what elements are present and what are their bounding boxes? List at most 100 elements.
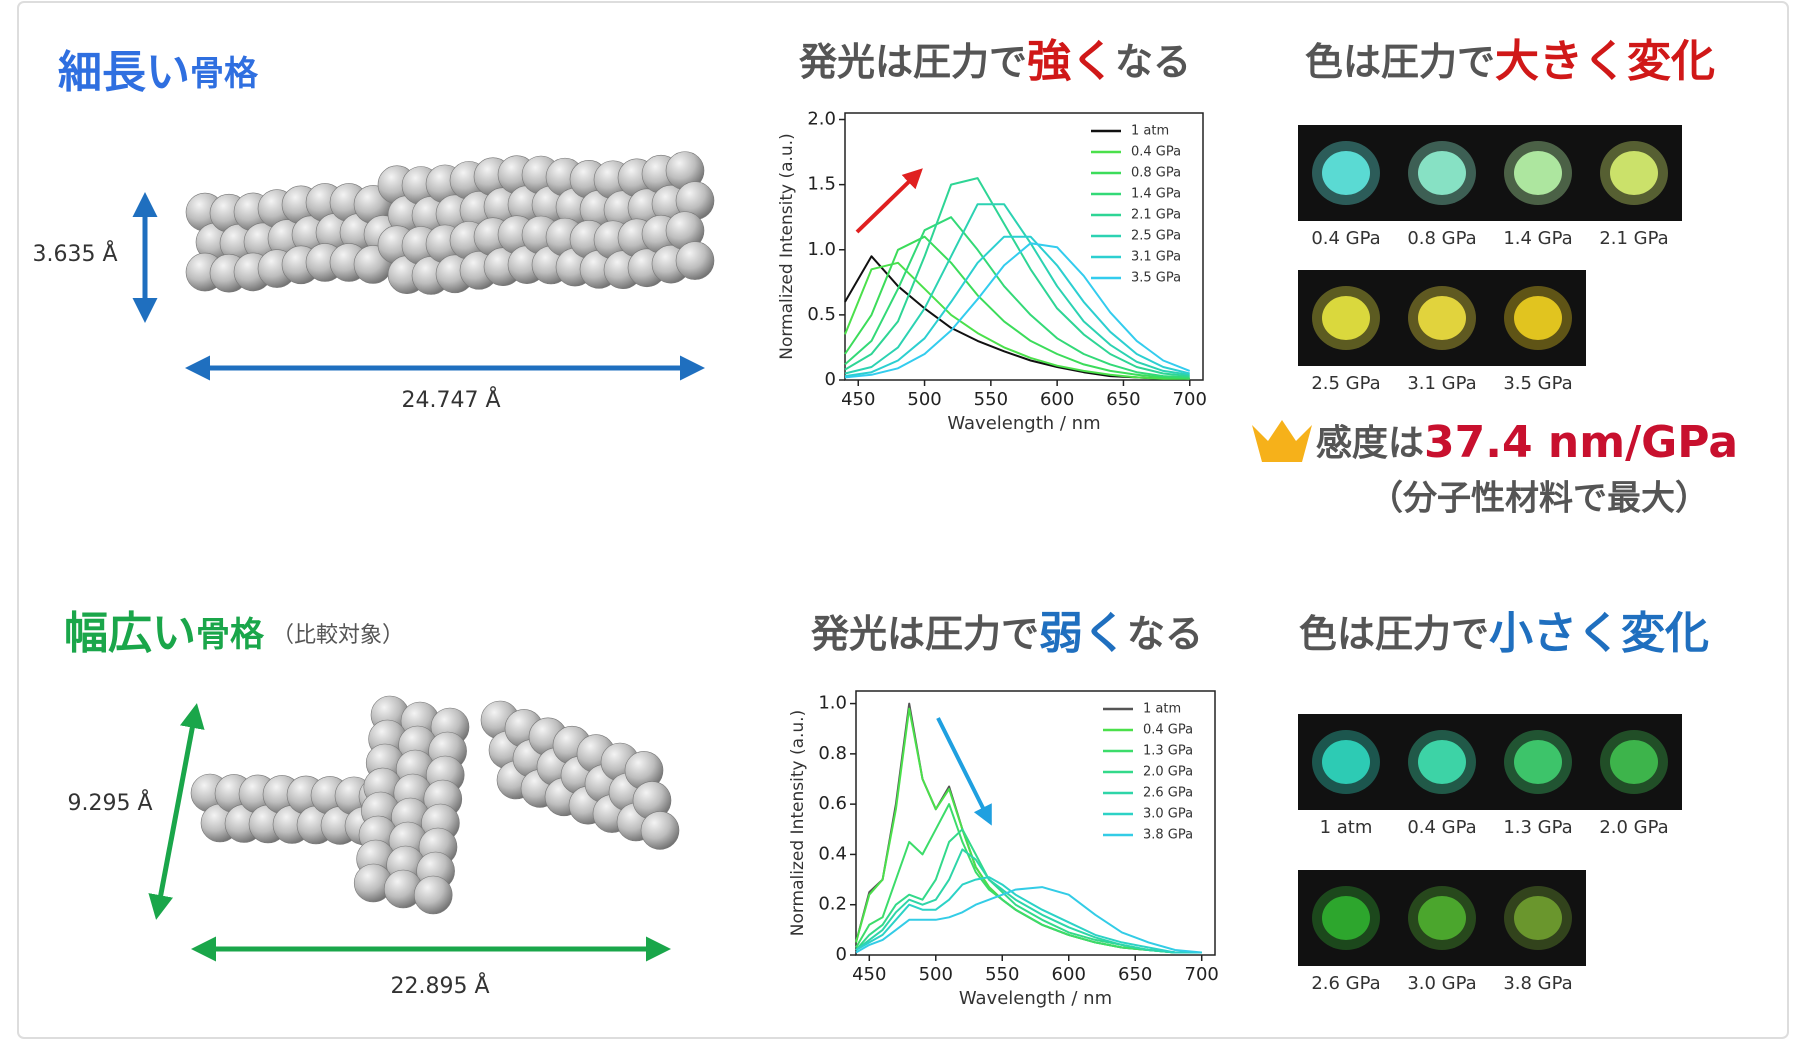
title-part: なる	[1127, 612, 1203, 656]
title-note: （比較対象）	[272, 623, 404, 648]
photo-label: 2.0 GPa	[1599, 817, 1668, 838]
title-main: 細長い	[58, 47, 190, 98]
spectrum-line	[844, 216, 1190, 379]
emission-title: 発光は圧力で弱くなる	[811, 608, 1203, 659]
section-title: 幅広い骨格 （比較対象）	[64, 608, 404, 659]
y-tick-label: 1.0	[818, 693, 847, 714]
title-sub: 骨格	[190, 54, 259, 94]
y-axis-label: Normalized Intensity (a.u.)	[788, 710, 808, 936]
y-tick-label: 0.5	[807, 304, 836, 325]
title-part: 色は圧力で	[1305, 40, 1495, 84]
x-tick-label: 550	[985, 964, 1019, 985]
title-main: 幅広い	[64, 608, 196, 659]
sensitivity-note: （分子性材料で最大）	[1369, 479, 1709, 519]
spectrum-line	[855, 803, 1202, 954]
photo-crystal	[1610, 740, 1658, 784]
x-axis-label: Wavelength / nm	[947, 413, 1100, 434]
photo-label: 1.3 GPa	[1503, 817, 1572, 838]
photo-label: 3.1 GPa	[1407, 373, 1476, 394]
title-emphasis: 弱く	[1039, 608, 1127, 659]
y-tick-label: 0	[836, 944, 847, 965]
photo-crystal	[1322, 296, 1370, 340]
legend-label: 1 atm	[1131, 124, 1169, 139]
photo-crystal	[1322, 151, 1370, 195]
sensitivity-value: 37.4 nm/GPa	[1424, 417, 1738, 468]
x-tick-label: 650	[1118, 964, 1152, 985]
y-tick-label: 0.2	[818, 894, 847, 915]
y-tick-label: 0.6	[818, 793, 847, 814]
title-part: 発光は圧力で	[811, 612, 1039, 656]
y-tick-label: 0	[825, 369, 836, 390]
photo-label: 1.4 GPa	[1503, 228, 1572, 249]
photo-crystal	[1514, 151, 1562, 195]
y-tick-label: 0.4	[818, 843, 847, 864]
photo-label: 0.4 GPa	[1311, 228, 1380, 249]
spectrum-line	[855, 886, 1202, 954]
x-tick-label: 600	[1052, 964, 1086, 985]
plot-frame	[855, 690, 1216, 956]
photo-crystal	[1418, 896, 1466, 940]
photo-crystal	[1418, 296, 1466, 340]
photo-label: 3.5 GPa	[1503, 373, 1572, 394]
title-emphasis: 大きく変化	[1495, 36, 1715, 87]
y-tick-label: 1.5	[807, 174, 836, 195]
y-tick-label: 0.8	[818, 743, 847, 764]
photo-crystal	[1514, 740, 1562, 784]
legend-label: 1.3 GPa	[1143, 744, 1193, 759]
dimension-label: 9.295 Å	[67, 789, 152, 816]
legend-label: 2.0 GPa	[1143, 765, 1193, 780]
spectrum-line	[855, 848, 1202, 954]
legend-label: 0.4 GPa	[1143, 723, 1193, 738]
photo-label: 0.4 GPa	[1407, 817, 1476, 838]
spectrum-line	[844, 177, 1190, 378]
photo-crystal	[1322, 896, 1370, 940]
y-tick-label: 2.0	[807, 109, 836, 130]
atom	[413, 875, 453, 915]
legend-label: 3.0 GPa	[1143, 807, 1193, 822]
dimension-arrow	[148, 703, 205, 920]
photo-crystal	[1322, 740, 1370, 784]
sensitivity-prefix: 感度は	[1316, 423, 1424, 464]
section-title: 細長い骨格	[58, 47, 259, 98]
legend-label: 1.4 GPa	[1131, 187, 1181, 202]
x-tick-label: 700	[1185, 964, 1219, 985]
spectrum-line	[844, 203, 1190, 376]
spectrum-line	[844, 261, 1190, 380]
x-tick-label: 450	[852, 964, 886, 985]
x-tick-label: 650	[1106, 389, 1140, 410]
legend-label: 0.4 GPa	[1131, 145, 1181, 160]
trend-arrow	[855, 168, 923, 234]
sensitivity: 感度は37.4 nm/GPa	[1316, 417, 1738, 468]
legend-label: 3.8 GPa	[1143, 828, 1193, 843]
legend-label: 2.1 GPa	[1131, 208, 1181, 223]
photo-crystal	[1514, 296, 1562, 340]
emission-title: 発光は圧力で強くなる	[799, 36, 1191, 87]
x-tick-label: 600	[1040, 389, 1074, 410]
molecule-wide	[190, 695, 680, 915]
dimension-label: 22.895 Å	[390, 972, 489, 999]
title-part: 発光は圧力で	[799, 40, 1027, 84]
title-part: なる	[1115, 40, 1191, 84]
x-tick-label: 700	[1173, 389, 1207, 410]
dimension-label: 3.635 Å	[32, 240, 117, 267]
x-tick-label: 550	[974, 389, 1008, 410]
x-tick-label: 500	[907, 389, 941, 410]
x-tick-label: 450	[841, 389, 875, 410]
photo-label: 3.8 GPa	[1503, 973, 1572, 994]
title-sub: 骨格	[196, 615, 265, 655]
atom	[640, 811, 680, 850]
x-axis-label: Wavelength / nm	[959, 988, 1112, 1009]
legend-label: 3.5 GPa	[1131, 271, 1181, 286]
spectrum-line	[844, 242, 1191, 379]
legend-label: 2.5 GPa	[1131, 229, 1181, 244]
photo-label: 0.8 GPa	[1407, 228, 1476, 249]
color-title: 色は圧力で小さく変化	[1299, 608, 1709, 659]
photo-label: 2.5 GPa	[1311, 373, 1380, 394]
y-axis-label: Normalized Intensity (a.u.)	[777, 133, 797, 359]
molecule-slender	[185, 151, 715, 295]
trend-arrow	[936, 717, 992, 826]
y-tick-label: 1.0	[807, 239, 836, 260]
spectrum-line	[855, 876, 1202, 954]
photo-crystal	[1610, 151, 1658, 195]
